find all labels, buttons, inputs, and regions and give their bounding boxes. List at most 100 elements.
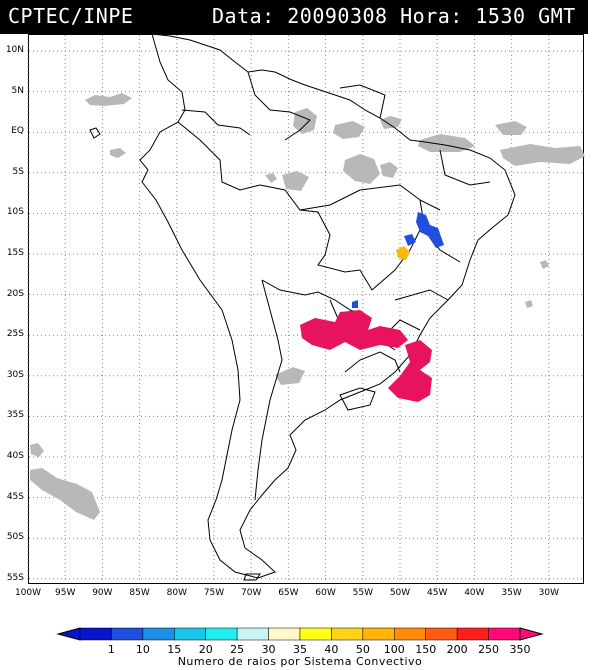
cloud-patch [500,144,585,166]
longitude-label: 100W [14,588,42,598]
cloud-patch [275,367,305,385]
latitude-label: 30S [6,369,24,380]
legend-swatch [174,627,206,641]
longitude-label: 50W [389,588,411,598]
latitude-label: 5S [12,166,24,177]
cloud-cover [30,93,585,520]
legend-swatch [488,627,521,641]
legend-tick-label: 50 [355,643,370,656]
convective-system-pink [388,340,432,402]
legend-swatch [425,627,458,641]
longitude-label: 80W [166,588,187,598]
datetime-label: Data: 20090308 Hora: 1530 GMT [212,4,576,28]
country-border [259,184,373,291]
latitude-label: 35S [6,410,24,421]
latitude-label: EQ [11,126,24,137]
latitude-label: 10S [6,207,24,218]
latitude-label: 25S [6,329,24,340]
cloud-patch [343,154,380,184]
cloud-patch [293,108,317,134]
legend-tick-label: 35 [293,643,307,656]
legend-tick-label: 20 [198,643,213,656]
latitude-label: 45S [6,491,24,502]
convective-system-blue [352,300,358,308]
longitude-label: 70W [241,588,262,598]
cloud-patch [282,171,309,191]
legend-swatch [268,627,301,641]
legend-swatch [456,627,489,641]
latitude-label: 50S [6,532,24,543]
cloud-patch [30,443,44,457]
country-border [439,149,491,186]
legend-swatch [79,627,112,641]
latitude-label: 10N [5,45,24,55]
latitude-label: 40S [6,451,24,461]
longitude-label: 95W [55,588,76,598]
legend-title: Numero de raios por Sistema Convectivo [177,655,423,668]
legend-swatch [236,627,269,641]
legend-tick-label: 250 [478,643,500,656]
longitude-label: 65W [278,588,299,598]
cloud-patch [380,116,402,129]
cloud-patch [418,134,475,152]
legend-swatch [331,627,364,641]
lake [243,573,261,581]
latitude-label: 15S [6,248,24,258]
map-header: CPTEC/INPE Data: 20090308 Hora: 1530 GMT [0,0,588,34]
legend-swatch [205,627,238,641]
convective-system-orange [396,246,410,260]
longitude-label: 85W [129,588,150,598]
legend-swatch [111,627,144,641]
country-border [247,71,311,141]
legend-tick-label: 200 [446,643,468,656]
color-legend [56,627,544,641]
cloud-patch [525,300,533,308]
longitude-label: 30W [538,588,559,598]
legend-tick-label: 10 [135,643,150,656]
longitude-label: 90W [92,588,113,598]
country-border [299,189,361,211]
legend-tick-label: 40 [324,643,339,656]
cloud-patch [265,173,277,183]
country-border [339,84,386,119]
legend-swatch [142,627,175,641]
longitude-label: 75W [203,588,225,598]
longitude-label: 40W [464,588,485,598]
convective-system-pink [300,310,408,350]
legend-swatch [362,627,395,641]
island [89,127,101,139]
longitude-label: 60W [315,588,336,598]
cloud-patch [30,468,100,520]
legend-tick-label: 150 [415,643,437,656]
south-america-coastline [139,33,516,579]
convective-system-blue [404,234,416,246]
cloud-patch [85,93,132,106]
legend-arrow-left [56,627,81,641]
legend-swatch [394,627,426,641]
country-border [359,184,441,211]
agency-label: CPTEC/INPE [8,4,134,28]
country-border [254,279,283,501]
country-border [177,121,261,191]
legend-tick-label: 30 [261,643,276,656]
legend-tick-label: 25 [230,643,245,656]
legend-swatch [299,627,332,641]
longitude-label: 35W [501,588,522,598]
lake [339,387,376,411]
lightning-systems [300,212,444,402]
legend-tick-label: 100 [383,643,405,656]
country-border [394,289,449,301]
latitude-label: 5N [11,85,24,96]
longitude-label: 55W [352,588,373,598]
country-border [344,351,401,373]
legend-tick-label: 1 [107,643,115,656]
latitude-label: 20S [6,288,24,299]
cloud-patch [333,121,365,139]
cloud-patch [495,121,527,135]
cloud-patch [110,148,126,158]
latitude-label: 55S [6,572,24,583]
country-border [261,279,366,316]
legend-tick-label: 350 [509,643,531,656]
cloud-patch [540,260,549,269]
